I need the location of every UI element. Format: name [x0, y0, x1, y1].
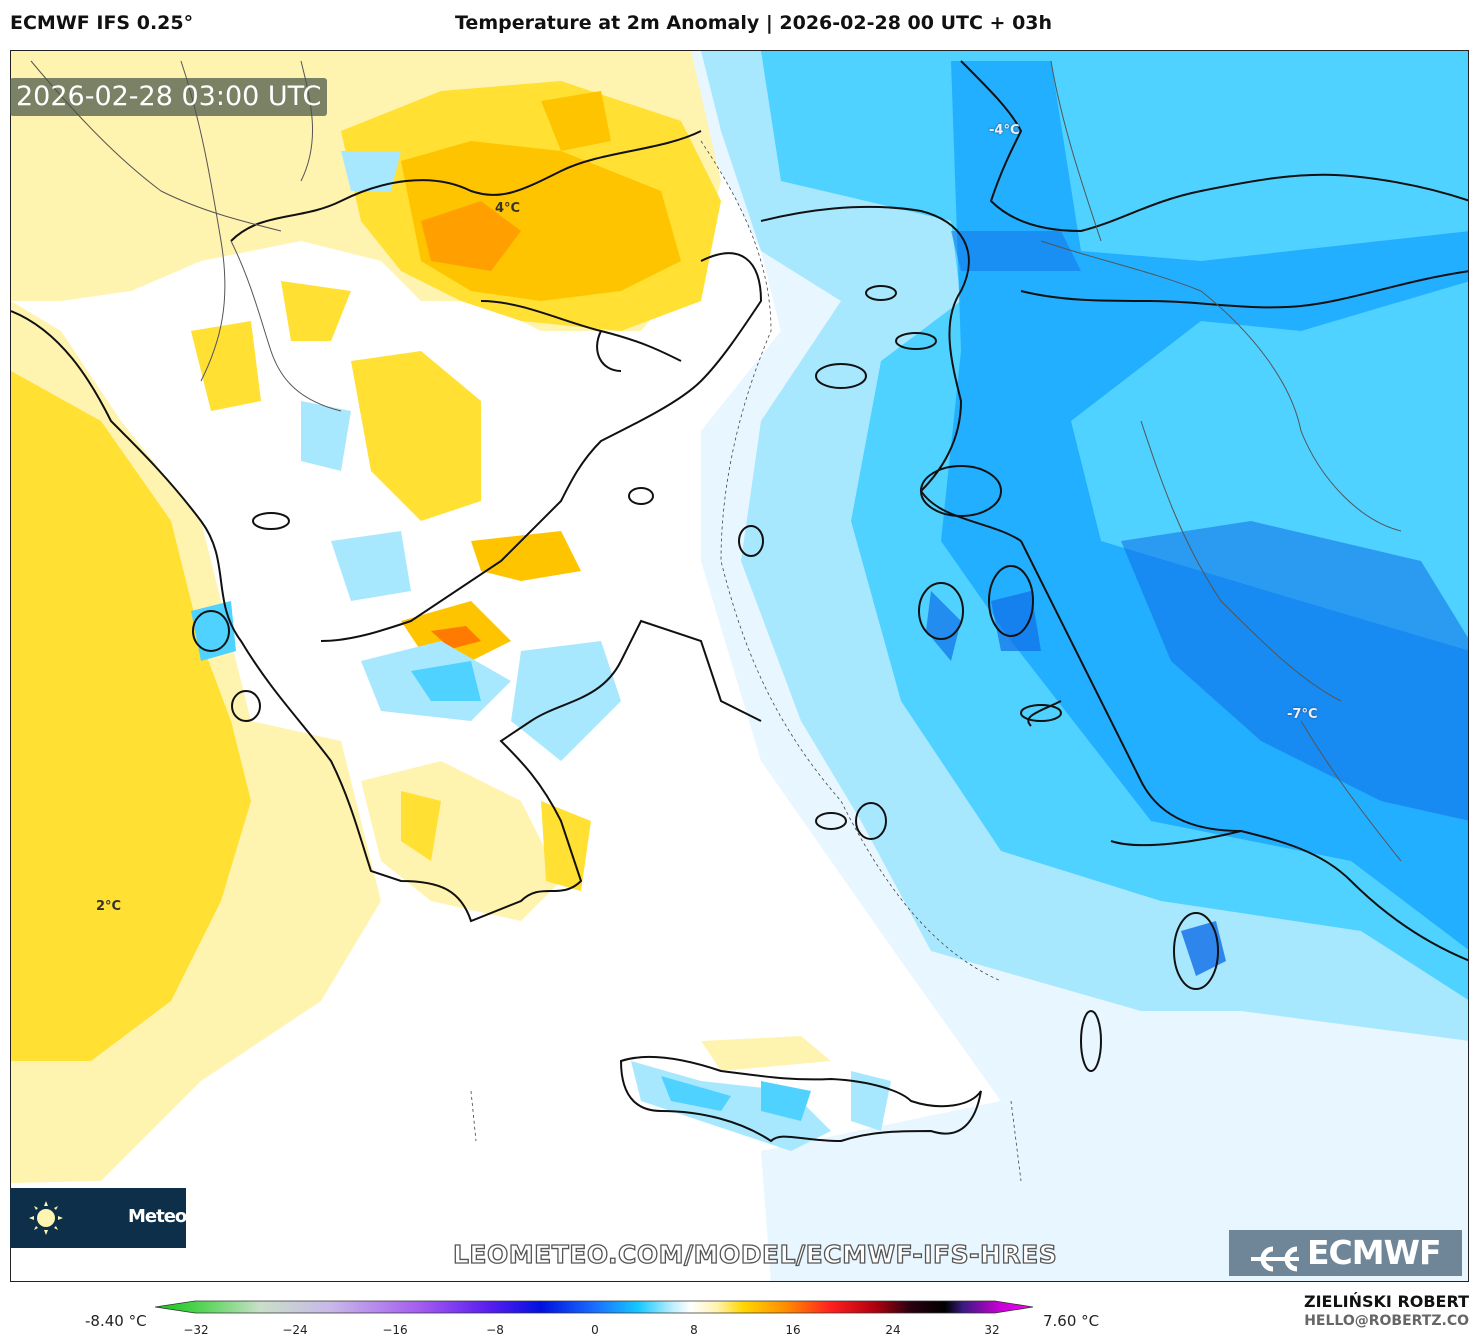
author-email[interactable]: HELLO@ROBERTZ.CO	[1304, 1313, 1469, 1329]
ecmwf-logo: ECMWF	[1229, 1230, 1462, 1276]
author-name: ZIELIŃSKI ROBERT	[1303, 1292, 1469, 1311]
brand-text: Meteo	[128, 1206, 187, 1227]
contour-label-minus-4c: -4°C	[989, 123, 1020, 138]
map-field	[11, 51, 1468, 1281]
model-name: ECMWF IFS 0.25°	[10, 12, 194, 34]
ecmwf-wordmark: ECMWF	[1307, 1233, 1442, 1272]
meteo-brand-badge[interactable]: Meteo	[10, 1188, 187, 1248]
valid-time-stamp: 2026-02-28 03:00 UTC	[10, 78, 328, 116]
colorbar-max-label: 7.60 °C	[1043, 1312, 1100, 1330]
anomaly-map[interactable]: 4°C -4°C -7°C 2°C	[10, 50, 1469, 1282]
colorbar-tick: −24	[282, 1323, 308, 1337]
colorbar-tick: 0	[591, 1323, 599, 1337]
chart-title: Temperature at 2m Anomaly | 2026-02-28 0…	[455, 12, 1053, 34]
sun-icon	[28, 1200, 64, 1240]
colorbar-tick: 24	[885, 1323, 901, 1337]
colorbar	[154, 1299, 1035, 1318]
colorbar-tick: −32	[183, 1323, 209, 1337]
contour-label-2c: 2°C	[96, 899, 122, 914]
colorbar-tick: −8	[486, 1323, 504, 1337]
watermark-url: LEOMETEO.COM/MODEL/ECMWF-IFS-HRES	[452, 1239, 1058, 1269]
colorbar-tick: 8	[690, 1323, 698, 1337]
colorbar-min-label: -8.40 °C	[85, 1312, 147, 1330]
ecmwf-symbol-icon	[1247, 1239, 1303, 1285]
contour-label-minus-7c: -7°C	[1287, 707, 1318, 722]
colorbar-tick: 32	[984, 1323, 1000, 1337]
colorbar-tick: 16	[785, 1323, 801, 1337]
contour-label-4c: 4°C	[495, 201, 521, 216]
colorbar-tick: −16	[382, 1323, 408, 1337]
